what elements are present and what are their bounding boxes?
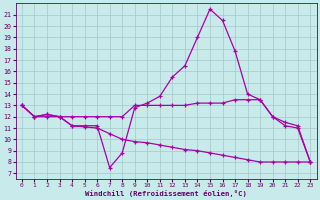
X-axis label: Windchill (Refroidissement éolien,°C): Windchill (Refroidissement éolien,°C)	[85, 190, 247, 197]
